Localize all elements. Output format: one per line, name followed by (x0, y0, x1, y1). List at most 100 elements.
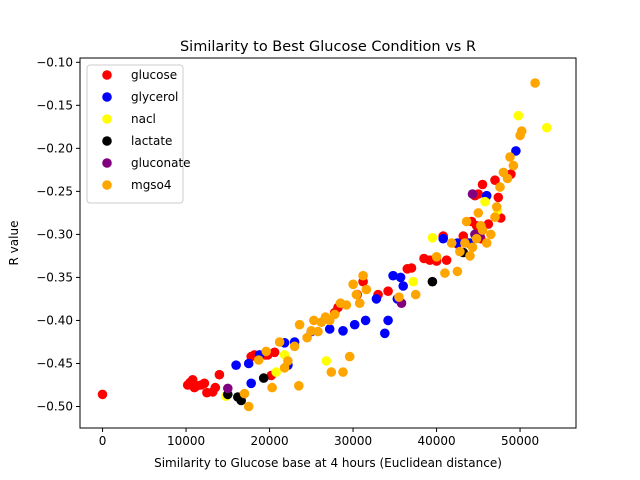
x-tick-label: 0 (99, 434, 107, 448)
legend-item-glycerol: glycerol (102, 90, 178, 104)
data-point-nacl (271, 367, 282, 377)
legend-marker (102, 70, 112, 80)
data-point-glucose (214, 369, 225, 380)
data-point-glucose (493, 192, 504, 203)
legend-item-glucose: glucose (102, 68, 177, 82)
data-point-nacl (513, 110, 524, 121)
data-point-mgso4 (344, 351, 355, 362)
data-point-mgso4 (267, 382, 277, 393)
data-point-mgso4 (502, 173, 513, 184)
data-point-glucose (490, 175, 500, 185)
data-point-glycerol (243, 358, 254, 369)
data-point-mgso4 (452, 266, 463, 277)
legend-label: glucose (131, 68, 177, 82)
data-point-mgso4 (253, 355, 264, 365)
y-tick-label: −0.35 (36, 270, 73, 284)
y-axis-label: R value (7, 221, 21, 266)
data-point-mgso4 (471, 233, 482, 244)
y-tick-label: −0.10 (36, 55, 73, 69)
data-point-mgso4 (481, 238, 492, 248)
x-tick-label: 50000 (501, 434, 539, 448)
data-point-mgso4 (361, 284, 372, 295)
x-tick-label: 30000 (334, 434, 372, 448)
legend-item-lactate: lactate (102, 134, 172, 148)
y-tick-label: −0.30 (36, 227, 73, 241)
data-point-mgso4 (465, 251, 475, 261)
data-point-glucose (477, 179, 488, 190)
data-point-glucose (210, 382, 221, 393)
data-point-mgso4 (341, 300, 352, 310)
data-point-glycerol (324, 324, 335, 334)
data-point-mgso4 (491, 202, 502, 212)
y-tick-label: −0.50 (36, 399, 73, 413)
data-point-glucose (383, 286, 393, 297)
y-tick-label: −0.40 (36, 313, 73, 327)
data-point-nacl (408, 276, 419, 287)
legend-marker (102, 92, 112, 102)
data-point-mgso4 (410, 289, 421, 300)
y-tick-label: −0.15 (36, 98, 73, 112)
data-point-mgso4 (261, 346, 272, 357)
data-point-glycerol (380, 328, 390, 339)
data-point-mgso4 (460, 238, 470, 248)
data-point-mgso4 (329, 309, 340, 320)
data-point-mgso4 (476, 221, 486, 231)
data-point-glucose (97, 389, 108, 400)
plot-area (97, 78, 552, 412)
data-point-mgso4 (431, 251, 442, 262)
data-point-mgso4 (348, 279, 358, 290)
data-point-glycerol (231, 360, 241, 371)
data-point-mgso4 (302, 332, 312, 343)
data-point-mgso4 (239, 388, 250, 399)
data-point-mgso4 (354, 298, 365, 309)
data-point-mgso4 (294, 381, 304, 391)
data-point-glycerol (349, 319, 360, 330)
data-point-lactate (427, 276, 438, 287)
y-tick-label: −0.45 (36, 356, 73, 370)
data-point-glucose (406, 263, 417, 273)
data-point-mgso4 (283, 356, 293, 366)
data-point-mgso4 (326, 367, 337, 377)
data-point-mgso4 (530, 78, 540, 88)
legend-marker (102, 136, 112, 146)
legend-label: gluconate (131, 156, 191, 170)
x-tick-label: 10000 (167, 434, 205, 448)
data-point-gluconate (223, 383, 233, 394)
data-point-glycerol (438, 233, 449, 244)
data-point-glycerol (246, 378, 256, 389)
legend-label: glycerol (131, 90, 178, 104)
data-point-glycerol (360, 315, 371, 326)
data-point-mgso4 (508, 160, 519, 171)
data-point-mgso4 (516, 126, 527, 136)
data-point-mgso4 (473, 208, 484, 218)
data-point-mgso4 (505, 152, 515, 162)
data-point-mgso4 (243, 401, 254, 412)
data-point-glucose (441, 255, 452, 265)
data-point-glycerol (338, 326, 348, 336)
data-point-mgso4 (467, 242, 478, 253)
data-point-glycerol (511, 146, 521, 156)
data-point-mgso4 (455, 246, 465, 257)
data-point-mgso4 (294, 319, 305, 330)
legend-item-gluconate: gluconate (102, 156, 191, 170)
axis-ticks: 0 10000 20000 30000 40000 50000 −0.50 −0.45 −0.4… (36, 55, 539, 448)
legend-item-mgso4: mgso4 (102, 178, 172, 192)
data-point-nacl (480, 196, 490, 207)
data-point-nacl (321, 356, 332, 366)
data-point-mgso4 (440, 268, 450, 278)
legend: glucose glycerol nacl lactate gluconate mgso4 (86, 64, 191, 204)
y-tick-label: −0.25 (36, 184, 73, 198)
x-tick-label: 20000 (250, 434, 288, 448)
legend-marker (102, 114, 112, 124)
data-point-mgso4 (394, 292, 404, 303)
data-point-mgso4 (446, 238, 457, 248)
y-tick-label: −0.20 (36, 141, 73, 155)
legend-marker (102, 180, 112, 190)
data-point-glucose (483, 219, 494, 229)
legend-label: mgso4 (131, 178, 172, 192)
series-mgso4 (239, 78, 540, 412)
data-point-mgso4 (358, 270, 368, 281)
x-tick-label: 40000 (417, 434, 455, 448)
data-point-glycerol (383, 315, 393, 326)
legend-label: lactate (131, 134, 172, 148)
